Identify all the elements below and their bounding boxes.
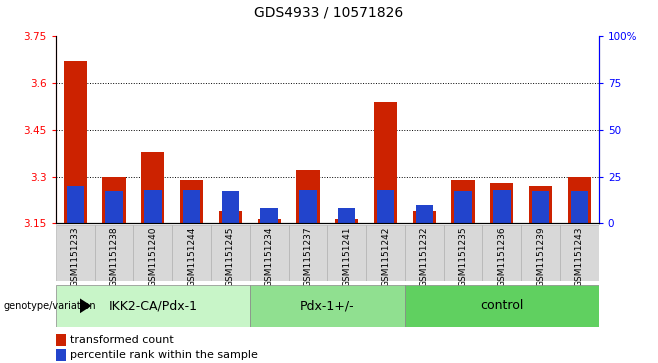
Bar [183, 189, 201, 223]
Text: GSM1151235: GSM1151235 [459, 227, 468, 287]
Text: GSM1151243: GSM1151243 [575, 227, 584, 287]
Bar [482, 225, 521, 281]
Bar [374, 102, 397, 223]
Bar [172, 225, 211, 281]
Bar [299, 189, 316, 223]
Text: control: control [480, 299, 524, 312]
Bar [532, 191, 549, 223]
Polygon shape [80, 298, 91, 313]
Bar [521, 225, 560, 281]
Bar [405, 285, 599, 327]
Bar [416, 204, 433, 223]
Text: GSM1151241: GSM1151241 [342, 227, 351, 287]
Bar [335, 219, 359, 223]
Bar [105, 191, 123, 223]
Text: GDS4933 / 10571826: GDS4933 / 10571826 [255, 5, 403, 20]
Bar [570, 191, 588, 223]
Bar [493, 189, 511, 223]
Text: GSM1151242: GSM1151242 [381, 227, 390, 287]
Text: GSM1151240: GSM1151240 [148, 227, 157, 287]
Text: GSM1151239: GSM1151239 [536, 227, 545, 287]
Bar [529, 186, 552, 223]
Bar [95, 225, 134, 281]
Bar [568, 176, 591, 223]
Text: GSM1151236: GSM1151236 [497, 227, 507, 287]
Bar [64, 61, 87, 223]
Bar [451, 180, 474, 223]
Bar [56, 285, 250, 327]
Bar [377, 189, 394, 223]
Bar [338, 208, 355, 223]
Bar [56, 225, 95, 281]
Text: GSM1151245: GSM1151245 [226, 227, 235, 287]
Text: GSM1151237: GSM1151237 [303, 227, 313, 287]
Bar [144, 189, 162, 223]
Text: GSM1151233: GSM1151233 [71, 227, 80, 287]
Bar [366, 225, 405, 281]
Text: percentile rank within the sample: percentile rank within the sample [70, 350, 257, 360]
Bar [296, 170, 320, 223]
Bar [560, 225, 599, 281]
Text: GSM1151244: GSM1151244 [187, 227, 196, 287]
Bar [405, 225, 443, 281]
Bar [327, 225, 366, 281]
Text: GSM1151232: GSM1151232 [420, 227, 429, 287]
Text: Pdx-1+/-: Pdx-1+/- [300, 299, 355, 312]
Text: GSM1151238: GSM1151238 [110, 227, 118, 287]
Bar [180, 180, 203, 223]
Bar [289, 225, 327, 281]
Bar [103, 176, 126, 223]
Bar [218, 211, 242, 223]
Bar [413, 211, 436, 223]
Text: transformed count: transformed count [70, 335, 173, 345]
Bar [56, 349, 66, 361]
Bar [250, 285, 405, 327]
Bar [250, 225, 289, 281]
Text: genotype/variation: genotype/variation [3, 301, 96, 311]
Bar [211, 225, 250, 281]
Bar [261, 208, 278, 223]
Text: IKK2-CA/Pdx-1: IKK2-CA/Pdx-1 [109, 299, 197, 312]
Bar [454, 191, 472, 223]
Bar [66, 186, 84, 223]
Bar [56, 334, 66, 346]
Bar [222, 191, 239, 223]
Bar [141, 152, 164, 223]
Bar [257, 219, 281, 223]
Bar [134, 225, 172, 281]
Text: GSM1151234: GSM1151234 [265, 227, 274, 287]
Bar [490, 183, 513, 223]
Bar [443, 225, 482, 281]
